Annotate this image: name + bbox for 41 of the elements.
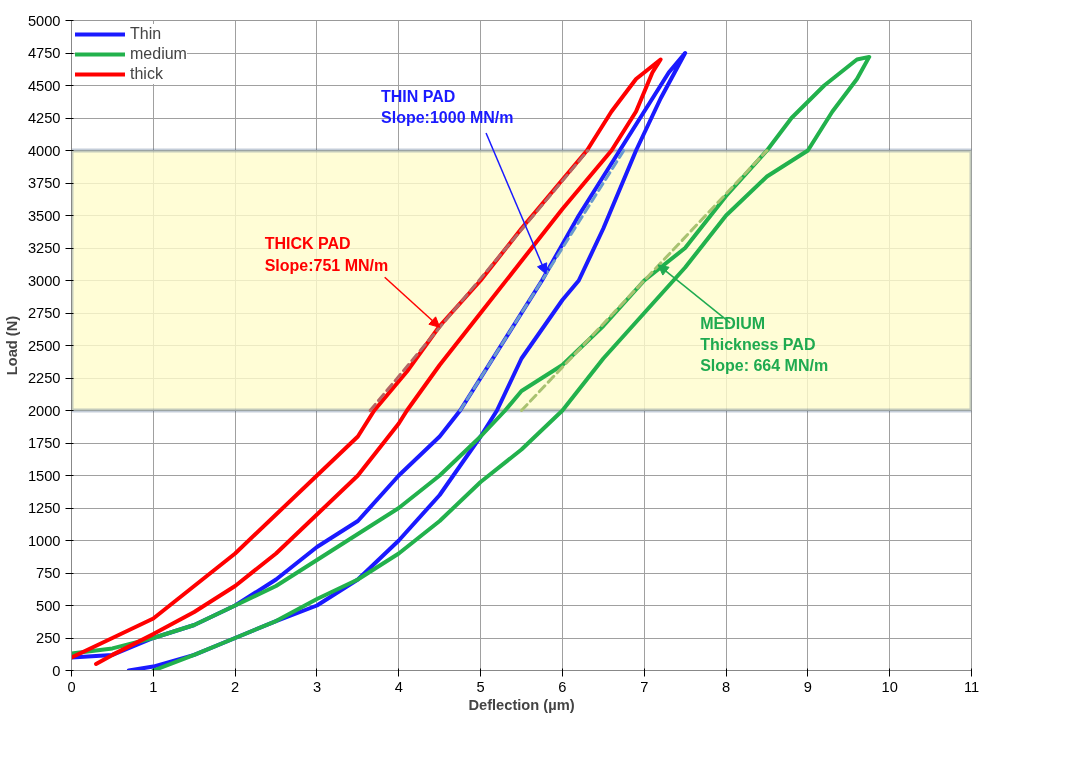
x-tick-label: 6 xyxy=(558,678,567,695)
x-tick-label: 10 xyxy=(881,678,898,695)
y-tick-label: 3000 xyxy=(27,272,61,289)
x-tick-label: 9 xyxy=(803,678,812,695)
legend-label: thick xyxy=(130,65,163,83)
y-tick-label: 4250 xyxy=(27,110,61,126)
x-tick-label: 1 xyxy=(149,678,158,695)
x-tick-label: 5 xyxy=(476,678,485,695)
y-tick-label: 3750 xyxy=(27,175,61,191)
annotation: THICK PAD Slope:751 MN/m xyxy=(264,235,389,274)
y-axis-title: Load (N) xyxy=(3,315,20,376)
y-tick-label: 4500 xyxy=(27,77,61,94)
y-tick-label: 750 xyxy=(36,565,61,581)
y-tick-label: 3500 xyxy=(27,207,61,224)
y-tick-label: 1500 xyxy=(27,467,61,484)
y-tick-label: 4750 xyxy=(27,45,61,61)
y-tick-label: 2250 xyxy=(27,370,61,386)
y-tick-label: 2750 xyxy=(27,305,61,321)
y-tick-label: 1250 xyxy=(27,500,61,516)
y-tick-label: 0 xyxy=(52,662,61,679)
legend-label: Thin xyxy=(130,25,162,43)
x-tick-label: 4 xyxy=(394,678,403,695)
x-tick-label: 11 xyxy=(963,678,980,695)
y-tick-label: 1750 xyxy=(27,435,61,451)
y-tick-label: 500 xyxy=(36,597,61,614)
annotation: MEDIUM Thickness PAD Slope: 664 MN/m xyxy=(700,314,829,375)
x-tick-label: 7 xyxy=(640,678,649,695)
y-tick-label: 3250 xyxy=(27,240,61,256)
y-tick-label: 5000 xyxy=(27,12,61,29)
x-tick-label: 3 xyxy=(312,678,322,695)
x-tick-label: 0 xyxy=(67,678,76,695)
legend-label: medium xyxy=(130,45,187,63)
y-tick-label: 250 xyxy=(36,630,61,646)
y-tick-label: 2500 xyxy=(27,337,61,354)
x-tick-label: 2 xyxy=(231,678,240,695)
y-tick-label: 1000 xyxy=(27,532,61,549)
y-tick-label: 4000 xyxy=(27,142,61,159)
y-tick-label: 2000 xyxy=(27,402,61,419)
x-axis-title: Deflection (µm) xyxy=(468,696,575,713)
annotation: THIN PAD Slope:1000 MN/m xyxy=(381,88,514,127)
x-tick-label: 8 xyxy=(721,678,731,695)
